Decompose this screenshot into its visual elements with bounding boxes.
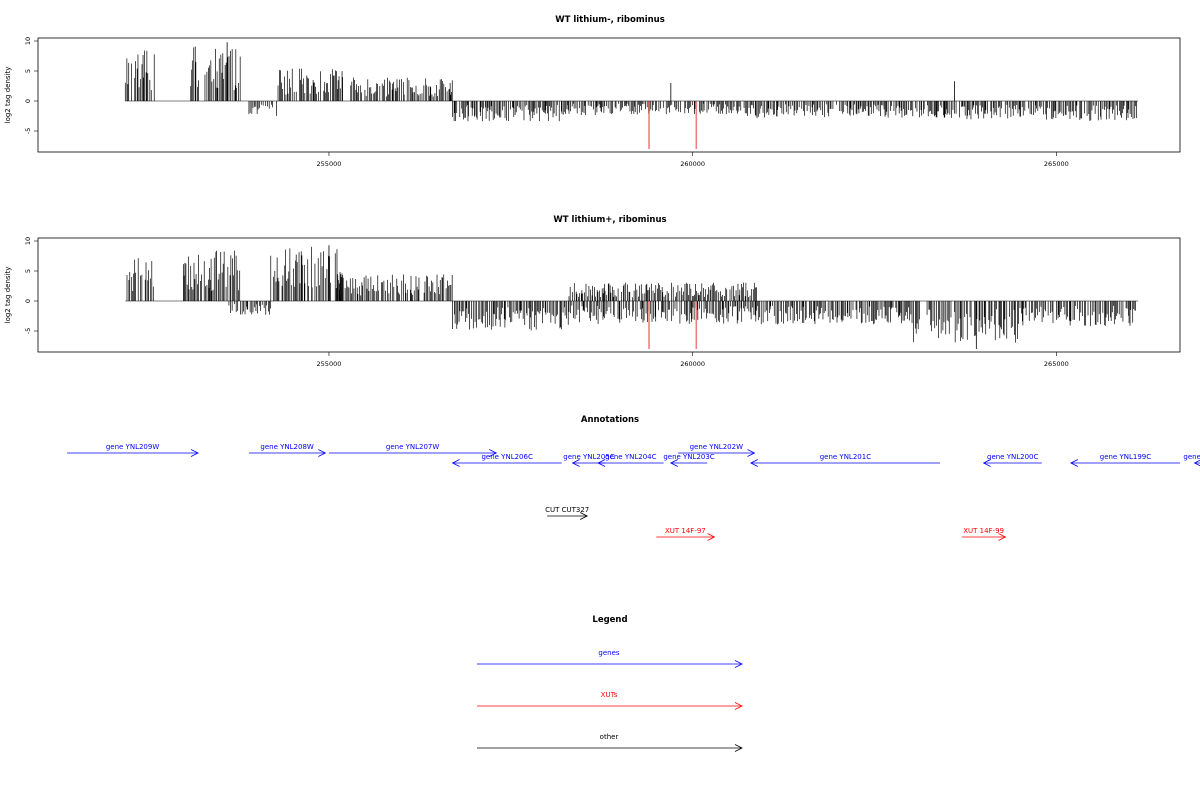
panel-title: WT lithium-, ribominus [555,15,665,25]
gene-arrow-head [982,459,991,467]
legend-item-xuts: XUTs [477,691,743,710]
panel-title: WT lithium+, ribominus [553,215,666,225]
gene-label: gene YNL198C [1183,453,1200,461]
legend-items: genes XUTs other [477,649,743,752]
annotations-track: Annotations gene YNL209W gene YNL208W gene… [67,415,1200,541]
gene-arrow-head [747,449,756,457]
gene-label: gene YNL201C [820,453,871,461]
density-bars [126,245,1136,349]
annotations-title: Annotations [581,415,639,425]
gene-arrow-head [489,449,498,457]
y-axis-label: log2 tag density [4,267,12,324]
gene-label: gene YNL209W [106,443,159,451]
x-axis: 255000 260000 265000 [317,152,1069,168]
y-tick-label: 0 [24,99,32,103]
y-tick-label: 0 [24,299,32,303]
y-tick-label: 10 [24,37,32,45]
x-tick-label: 260000 [680,160,705,168]
cut-label: CUT CUT327 [545,506,589,514]
xut-label: XUT 14F-97 [665,527,706,535]
y-tick-label: 10 [24,237,32,245]
gene-arrow-head [669,459,679,467]
y-axis-label: log2 tag density [4,67,12,124]
gene-arrow-head [597,459,606,467]
gene-label: gene YNL207W [386,443,439,451]
legend-item-genes: genes [477,649,743,668]
gene-arrow-head [1193,459,1200,467]
x-tick-label: 265000 [1044,360,1069,368]
y-tick-label: -5 [24,128,32,134]
legend-arrow-head [734,744,743,752]
legend-label: XUTs [601,691,618,699]
legend-label: other [600,733,619,741]
legend-arrow-head [734,702,743,710]
gene-arrow-head [451,459,460,467]
legend-label: genes [598,649,619,657]
track-panel-lithium-plus: WT lithium+, ribominus log2 tag density … [4,215,1181,368]
gene-label: gene YNL200C [987,453,1038,461]
track-panel-lithium-minus: WT lithium-, ribominus log2 tag density … [4,15,1181,168]
annotation-features: gene YNL209W gene YNL208W gene YNL207W gene… [67,443,1200,541]
plot-frame [37,37,1181,153]
gene-arrow-head [571,459,580,467]
gene-label: gene YNL208W [260,443,313,451]
legend-arrow-head [734,660,743,668]
y-axis: 10 5 0 -5 [24,37,38,134]
gene-arrow-head [1069,459,1079,467]
legend-item-other: other [477,733,743,752]
x-tick-label: 260000 [680,360,705,368]
xut-label: XUT 14F-99 [963,527,1004,535]
gene-label: gene YNL205C [563,453,614,461]
gene-arrow-head [749,459,759,467]
y-tick-label: -5 [24,328,32,334]
y-tick-label: 5 [24,269,32,273]
gene-arrow-head [190,449,199,457]
cut-arrow-head [579,512,589,520]
xut-arrow-head [998,533,1007,541]
x-tick-label: 255000 [317,360,342,368]
gene-label: gene YNL202W [690,443,743,451]
highlight-lines [648,301,698,349]
legend: Legend genes XUTs other [477,615,743,752]
y-tick-label: 5 [24,69,32,73]
gene-arrow-head [318,449,327,457]
xut-arrow-head [707,533,716,541]
gene-label: gene YNL204C [605,453,656,461]
gene-label: gene YNL203C [663,453,714,461]
y-axis: 10 5 0 -5 [24,237,38,334]
x-tick-label: 265000 [1044,160,1069,168]
density-bars [124,42,1138,149]
gene-label: gene YNL206C [481,453,532,461]
gene-label: gene YNL199C [1100,453,1151,461]
legend-title: Legend [592,615,627,625]
x-tick-label: 255000 [317,160,342,168]
highlight-lines [648,101,698,149]
plot-frame [37,237,1181,353]
x-axis: 255000 260000 265000 [317,352,1069,368]
